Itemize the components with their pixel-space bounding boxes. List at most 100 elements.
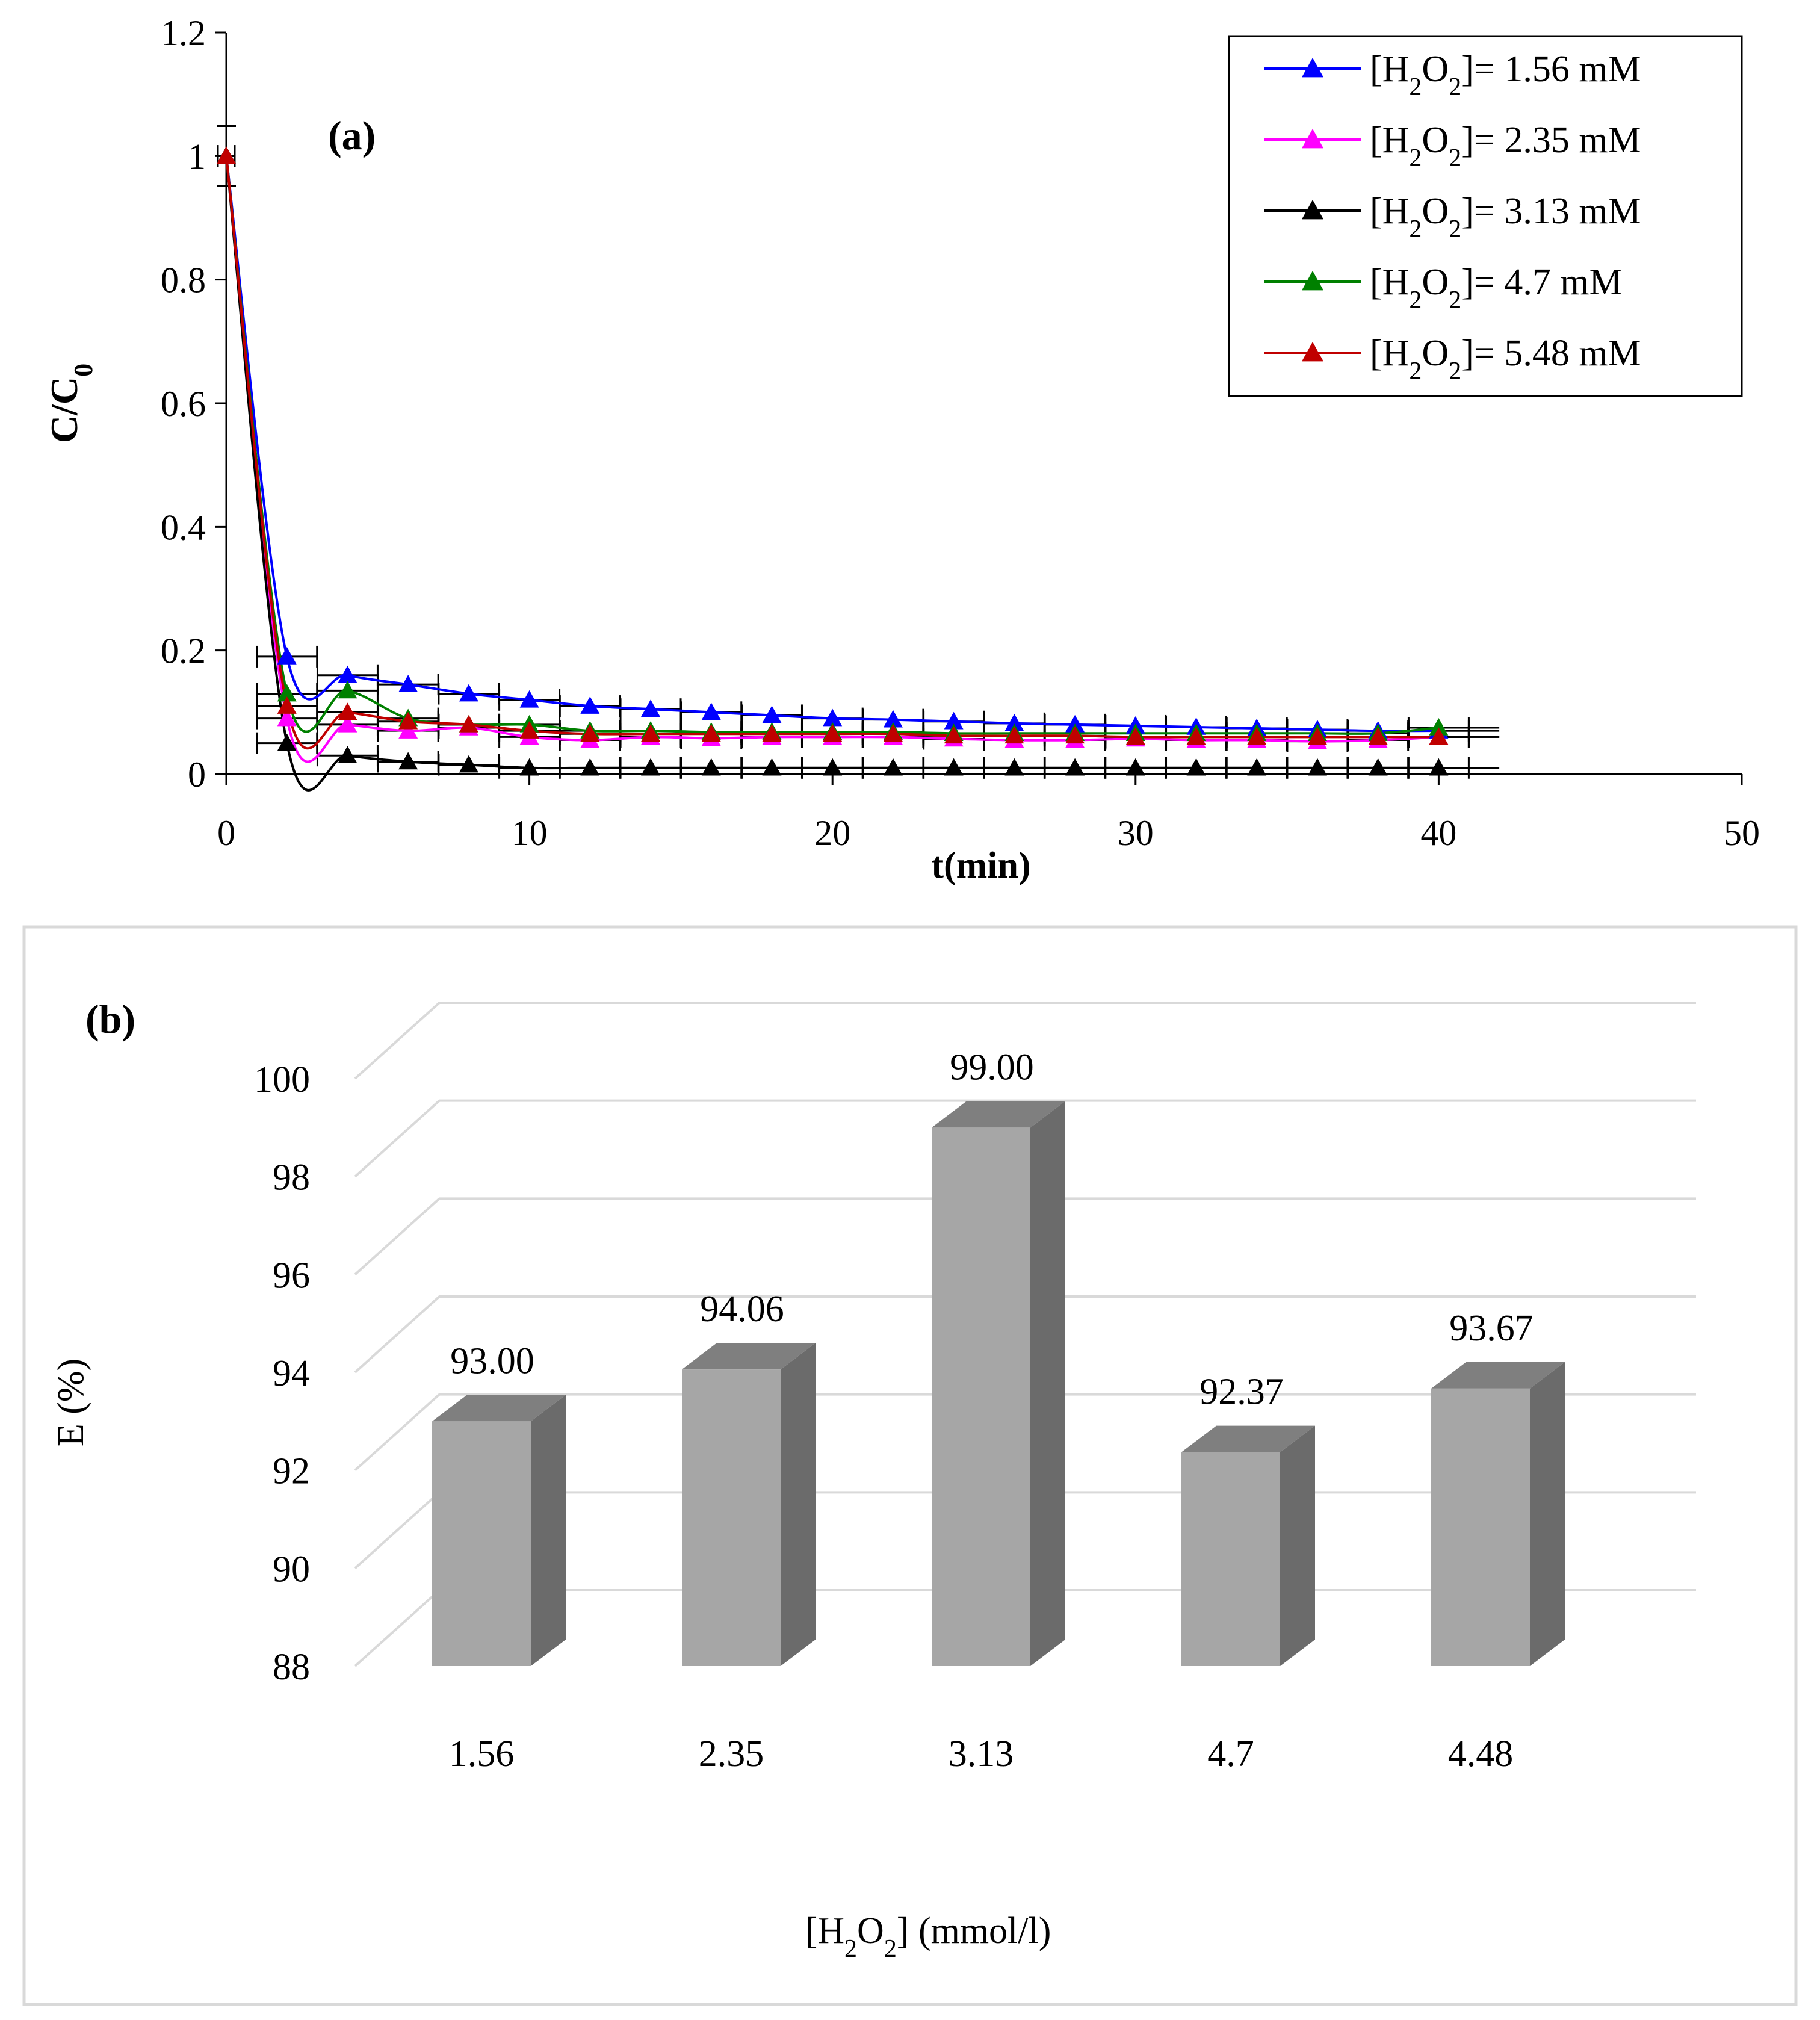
b-bar-top	[1181, 1425, 1315, 1452]
a-data-point	[1186, 758, 1206, 776]
b-bar	[682, 1343, 816, 1666]
b-x-title-suffix: ] (mmol/l)	[897, 1910, 1051, 1951]
b-x-title-sub2: 2	[884, 1935, 897, 1963]
b-xtick-label: 4.7	[1207, 1733, 1254, 1774]
a-data-point	[277, 733, 297, 751]
a-legend-label-part: 2	[1409, 73, 1422, 101]
b-gridline-diagonal	[354, 1295, 441, 1374]
a-data-point	[944, 711, 964, 730]
a-data-point	[641, 724, 661, 742]
b-ytick-label: 96	[273, 1255, 310, 1296]
a-xtick-label: 10	[512, 813, 548, 853]
a-data-point	[580, 758, 600, 776]
a-data-point	[277, 646, 297, 665]
a-data-point	[1065, 726, 1085, 744]
b-x-title-mid: O	[857, 1910, 884, 1951]
a-data-point	[1247, 758, 1267, 776]
a-data-point	[1004, 713, 1024, 731]
a-legend-label-part: O	[1422, 262, 1449, 303]
a-data-point	[701, 758, 721, 776]
a-data-point	[823, 758, 843, 776]
a-data-point	[944, 726, 964, 744]
a-data-point	[277, 708, 297, 727]
a-data-point	[762, 724, 782, 742]
a-data-point	[701, 724, 721, 742]
b-ytick-label: 92	[273, 1451, 310, 1492]
b-bar-side	[1280, 1425, 1315, 1666]
a-data-point	[1247, 727, 1267, 745]
b-bar	[1181, 1425, 1315, 1666]
a-xtick-label: 20	[814, 813, 850, 853]
a-data-point	[398, 721, 418, 739]
b-bar-front	[932, 1127, 1030, 1666]
a-data-point	[1429, 718, 1449, 736]
b-gridline-diagonal	[354, 1491, 441, 1569]
b-data-label: 99.00	[950, 1047, 1034, 1088]
a-data-point	[398, 711, 418, 730]
b-gridline-diagonal	[354, 1393, 441, 1472]
a-data-point	[459, 755, 478, 773]
a-data-point	[701, 702, 721, 720]
panel-b-bar-chart: 88 90 92 94 96 98 100 93.00 94.06 99.00 92.37 93.6…	[22, 925, 1798, 2006]
a-data-point	[338, 681, 358, 699]
a-legend-label: [H2O2]= 4.7 mM	[1370, 262, 1623, 314]
b-ytick-label: 88	[273, 1647, 310, 1688]
a-legend-label-part: O	[1422, 49, 1449, 90]
a-legend-item: [H2O2]= 5.48 mM	[1264, 333, 1641, 385]
a-legend-label-part: 2	[1449, 358, 1461, 385]
b-x-axis-title: [H2O2] (mmol/l)	[805, 1910, 1051, 1963]
a-legend-swatch-marker	[1302, 271, 1323, 291]
b-data-label: 94.06	[700, 1289, 784, 1330]
b-bar	[1431, 1362, 1565, 1666]
a-legend-label-part: ]= 4.7 mM	[1461, 262, 1622, 303]
a-data-point	[1004, 758, 1024, 776]
panel-a-line-chart: 00.20.40.60.811.2 0 10 20 30 40 50 (a) t(min)…	[43, 13, 1760, 886]
a-legend-swatch-marker	[1302, 342, 1323, 362]
b-ytick-label: 98	[273, 1157, 310, 1198]
a-legend-swatch-marker	[1302, 200, 1323, 220]
b-bar	[932, 1101, 1065, 1666]
a-y-axis-title-main: C/C	[43, 377, 85, 443]
b-xtick-label: 4.48	[1448, 1733, 1514, 1774]
b-panel-label: (b)	[85, 996, 135, 1042]
b-bar-top	[682, 1343, 816, 1370]
a-data-point	[883, 710, 903, 728]
a-data-point	[459, 684, 478, 702]
b-ytick-label: 94	[273, 1353, 310, 1394]
b-bar-side	[1030, 1101, 1065, 1666]
b-y-axis-title: E (%)	[51, 1359, 91, 1446]
a-legend: [H2O2]= 1.56 mM[H2O2]= 2.35 mM[H2O2]= 3.…	[1228, 35, 1743, 397]
a-data-point	[762, 758, 782, 776]
a-legend-label-part: 2	[1409, 215, 1422, 243]
a-legend-label-part: ]= 1.56 mM	[1461, 49, 1641, 90]
a-data-point	[1429, 727, 1449, 745]
a-legend-label-part: 2	[1449, 144, 1461, 172]
b-bar-front	[432, 1421, 531, 1666]
a-data-point	[398, 752, 418, 770]
a-data-point	[519, 758, 539, 776]
a-legend-item: [H2O2]= 2.35 mM	[1264, 120, 1641, 172]
a-data-point	[1429, 758, 1449, 776]
a-data-point	[459, 714, 478, 733]
b-data-label: 92.37	[1199, 1372, 1284, 1413]
a-legend-label-part: [H	[1370, 333, 1409, 374]
a-xtick-label: 0	[217, 813, 235, 853]
a-legend-label: [H2O2]= 1.56 mM	[1370, 49, 1641, 101]
a-legend-label-part: 2	[1409, 144, 1422, 172]
a-ytick-label: 0.8	[161, 261, 206, 300]
a-data-point	[641, 699, 661, 717]
a-legend-label-part: O	[1422, 191, 1449, 232]
a-data-point	[1186, 727, 1206, 745]
b-data-label: 93.00	[450, 1340, 534, 1381]
a-ytick-label: 0	[188, 755, 206, 795]
a-xtick-label: 50	[1724, 813, 1760, 853]
a-data-point	[398, 675, 418, 692]
a-legend-label: [H2O2]= 3.13 mM	[1370, 191, 1641, 243]
a-xtick-label: 30	[1118, 813, 1154, 853]
b-bar	[432, 1395, 566, 1666]
a-data-point	[217, 146, 236, 164]
a-data-point	[338, 746, 358, 763]
a-data-point	[1125, 727, 1145, 745]
a-legend-item: [H2O2]= 3.13 mM	[1264, 191, 1641, 243]
b-gridline-diagonal	[354, 1002, 441, 1080]
